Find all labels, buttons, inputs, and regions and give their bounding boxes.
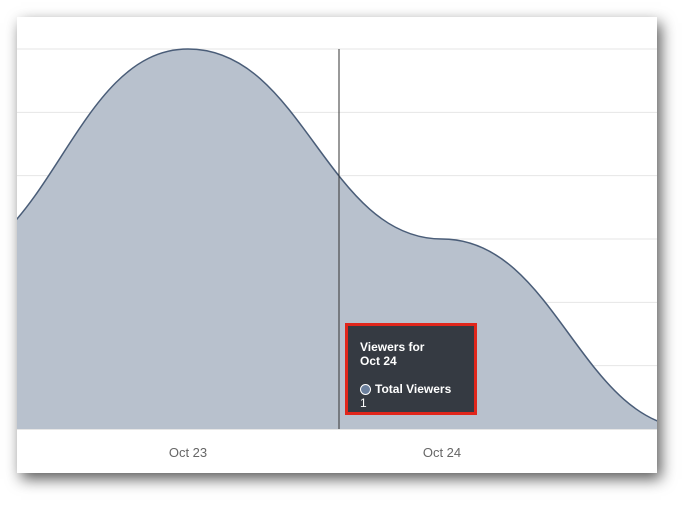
tooltip-date: Oct 24 xyxy=(360,354,397,368)
viewers-area-chart[interactable]: Oct 23 Oct 24 xyxy=(17,17,657,473)
series-area xyxy=(17,49,657,429)
tooltip-series: Total Viewers xyxy=(360,382,474,396)
tooltip-value: 1 xyxy=(360,396,367,410)
series-line xyxy=(17,48,657,422)
tooltip-series-name: Total Viewers xyxy=(375,382,452,396)
tooltip-title: Viewers for xyxy=(360,340,425,354)
x-tick-label: Oct 23 xyxy=(169,445,207,460)
series-swatch-icon xyxy=(360,383,371,395)
chart-card: Oct 23 Oct 24 Viewers for Oct 24 Total Vi… xyxy=(17,17,657,473)
x-tick-label: Oct 24 xyxy=(423,445,461,460)
chart-tooltip: Viewers for Oct 24 Total Viewers 1 xyxy=(345,323,477,415)
